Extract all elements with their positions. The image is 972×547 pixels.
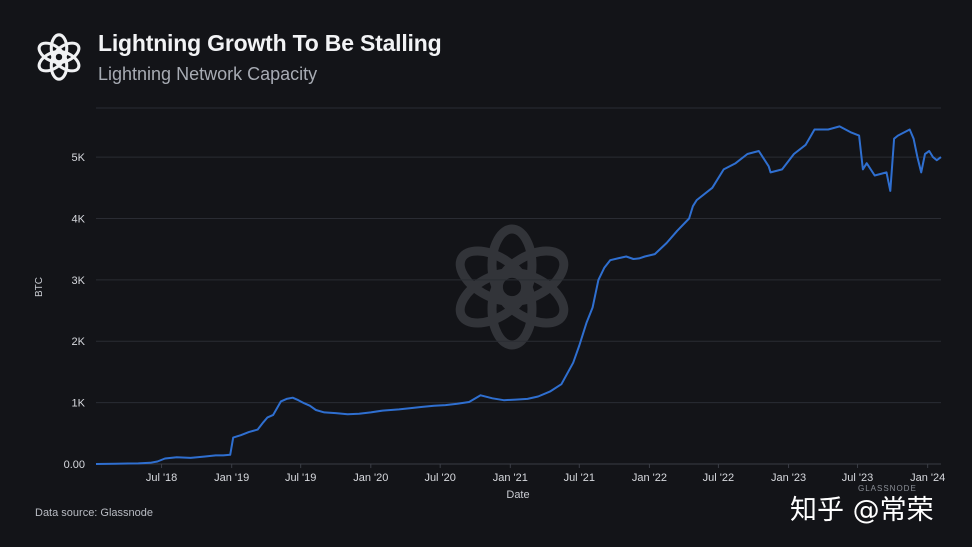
- y-tick-label: 1K: [72, 398, 86, 410]
- x-axis-label: Date: [506, 489, 529, 501]
- chart-header: Lightning Growth To Be Stalling Lightnin…: [0, 0, 972, 100]
- x-tick-label: Jan '24: [910, 472, 945, 484]
- y-axis-ticks: 0.00 1K 2K 3K 4K 5K: [64, 152, 86, 471]
- x-tick-label: Jul '19: [285, 472, 316, 484]
- x-tick-label: Jan '21: [493, 472, 528, 484]
- chart-title: Lightning Growth To Be Stalling: [98, 30, 442, 56]
- x-tick-label: Jan '20: [353, 472, 388, 484]
- x-tick-label: Jul '21: [564, 472, 595, 484]
- y-tick-label: 2K: [72, 336, 86, 348]
- x-tick-label: Jan '23: [771, 472, 806, 484]
- glassnode-logo-icon: [37, 33, 81, 81]
- x-tick-label: Jul '18: [146, 472, 177, 484]
- x-tick-label: Jul '22: [703, 472, 734, 484]
- x-tick-label: Jul '20: [424, 472, 455, 484]
- x-axis-ticks: Jul '18 Jan '19 Jul '19 Jan '20 Jul '20 Jan '…: [146, 464, 945, 484]
- brand-small-text: GLASSNODE: [858, 484, 917, 493]
- x-tick-label: Jul '23: [842, 472, 873, 484]
- background-watermark-logo-icon: [455, 224, 569, 350]
- data-source-note: Data source: Glassnode: [35, 507, 154, 519]
- y-tick-label: 3K: [72, 275, 86, 287]
- x-tick-label: Jan '22: [632, 472, 667, 484]
- grid-lines: [96, 107, 941, 404]
- capacity-series-line: [95, 125, 942, 465]
- y-tick-label: 0.00: [64, 459, 85, 471]
- chart-subtitle: Lightning Network Capacity: [98, 64, 318, 84]
- y-tick-label: 5K: [72, 152, 86, 164]
- y-axis-label: BTC: [34, 277, 45, 297]
- zhihu-watermark: 知乎 @常荣: [790, 495, 934, 526]
- y-tick-label: 4K: [72, 213, 86, 225]
- x-tick-label: Jan '19: [214, 472, 249, 484]
